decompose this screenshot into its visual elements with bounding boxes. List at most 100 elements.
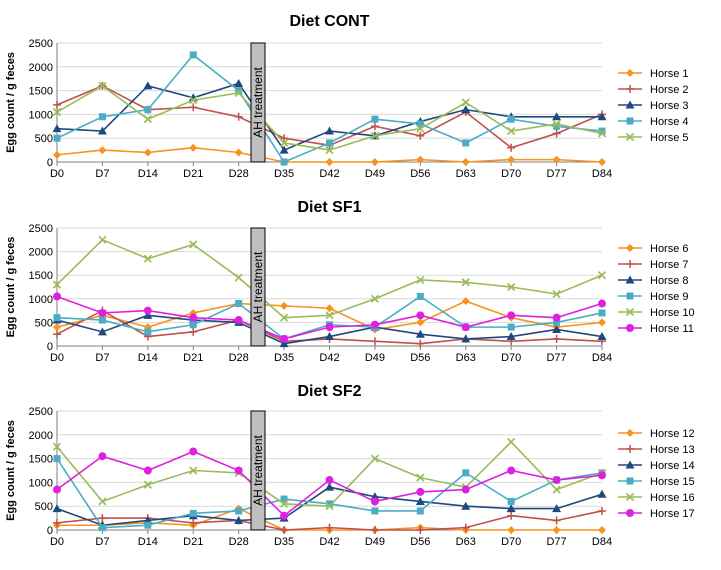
y-tick-label: 1000 <box>29 109 53 121</box>
x-tick-label: D0 <box>50 168 64 180</box>
data-point <box>53 518 61 527</box>
data-point <box>370 131 380 140</box>
data-point <box>279 138 289 148</box>
data-point <box>461 501 471 510</box>
x-tick-label: D77 <box>546 352 566 364</box>
legend-marker <box>626 509 634 517</box>
data-point <box>416 507 424 515</box>
data-point <box>234 88 243 98</box>
treatment-band <box>250 410 266 531</box>
data-point <box>371 115 379 123</box>
data-point <box>189 240 198 249</box>
legend-label: Horse 11 <box>650 323 694 335</box>
x-tick-label: D35 <box>274 352 294 364</box>
data-point <box>325 311 334 320</box>
data-point <box>234 515 244 524</box>
data-point <box>98 113 106 121</box>
data-point <box>597 271 607 280</box>
y-tick-label: 2500 <box>29 406 53 418</box>
data-point <box>189 103 198 112</box>
data-point <box>189 143 198 152</box>
data-point <box>461 297 470 306</box>
x-tick-label: D14 <box>138 352 158 364</box>
data-point <box>280 301 289 310</box>
data-point <box>416 155 425 164</box>
data-point <box>416 275 425 285</box>
data-point <box>143 254 152 263</box>
data-point <box>98 524 106 532</box>
data-point <box>53 330 61 339</box>
data-point <box>189 321 197 329</box>
legend-marker <box>626 260 634 268</box>
legend-label: Horse 4 <box>650 116 689 128</box>
data-point <box>415 329 425 338</box>
data-point <box>234 78 244 87</box>
data-point <box>552 504 562 513</box>
data-point <box>552 526 561 534</box>
x-tick-label: D7 <box>95 168 109 180</box>
data-point <box>53 314 61 322</box>
data-point <box>461 105 471 114</box>
data-point <box>553 122 561 130</box>
data-point <box>53 134 61 142</box>
data-point <box>325 482 334 491</box>
data-point <box>143 480 152 489</box>
y-tick-label: 500 <box>35 317 53 329</box>
data-point <box>416 318 425 327</box>
legend-label: Horse 17 <box>650 508 695 520</box>
data-point <box>189 509 197 517</box>
data-point <box>234 112 243 121</box>
data-point <box>370 337 379 346</box>
data-point <box>53 292 61 301</box>
data-point <box>279 145 289 154</box>
data-point <box>144 521 152 529</box>
x-tick-label: D56 <box>410 168 430 180</box>
legend-label: Horse 2 <box>650 84 689 96</box>
data-point <box>416 124 425 133</box>
data-point <box>280 526 289 534</box>
data-point <box>325 323 334 332</box>
treatment-label: AH treatment <box>251 251 265 322</box>
data-point <box>462 469 470 477</box>
data-point <box>97 327 107 336</box>
legend-marker <box>626 445 634 453</box>
data-point <box>280 334 289 343</box>
data-point <box>552 129 561 138</box>
data-point <box>325 502 334 511</box>
data-point <box>143 466 152 475</box>
y-axis-label: Egg count / g feces <box>5 420 17 521</box>
x-tick-label: D21 <box>183 352 203 364</box>
data-point <box>98 146 107 155</box>
legend-marker <box>625 307 635 317</box>
legend-marker <box>626 244 634 252</box>
data-point <box>370 454 380 463</box>
x-tick-label: D21 <box>183 168 203 180</box>
data-point <box>597 332 607 341</box>
chart-panel-3: Diet SF2 0 500 1000 1500 2000 2500 Egg count / … <box>5 383 695 548</box>
data-point <box>371 507 379 515</box>
legend-label: Horse 7 <box>650 259 689 271</box>
x-tick-label: D0 <box>50 352 64 364</box>
x-tick-label: D63 <box>456 168 476 180</box>
data-point <box>507 155 516 164</box>
data-point <box>598 127 606 135</box>
x-tick-label: D0 <box>50 536 64 548</box>
legend-marker <box>626 69 634 77</box>
data-point <box>553 318 561 326</box>
y-tick-label: 2000 <box>29 62 53 74</box>
x-tick-label: D35 <box>274 536 294 548</box>
data-point <box>370 497 379 506</box>
data-point <box>98 308 107 317</box>
data-point <box>370 320 379 329</box>
data-point <box>507 282 516 292</box>
data-point <box>189 447 198 456</box>
data-point <box>370 526 379 534</box>
data-point <box>416 292 424 300</box>
data-point <box>326 500 333 508</box>
treatment-band <box>250 42 266 163</box>
legend-label: Horse 9 <box>650 291 689 303</box>
data-point <box>461 278 470 287</box>
x-tick-label: D77 <box>546 168 566 180</box>
data-point <box>597 112 607 121</box>
